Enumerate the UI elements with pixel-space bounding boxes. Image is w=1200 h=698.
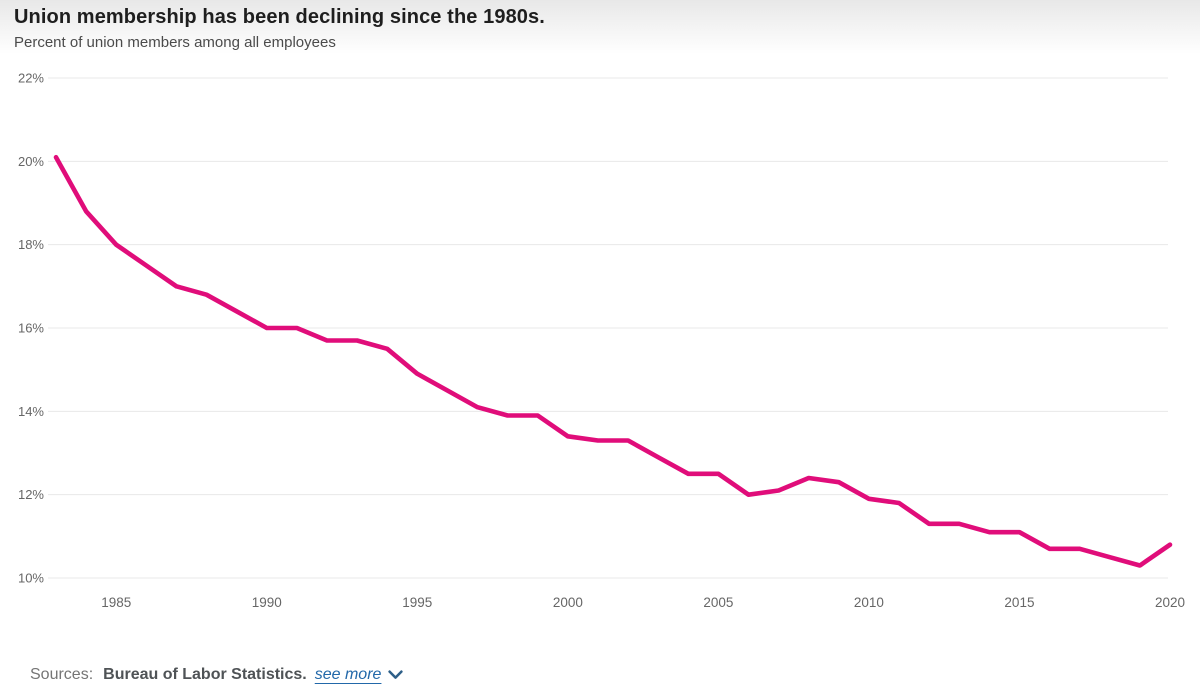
- x-axis-tick-label: 1990: [252, 595, 282, 610]
- chart-header: Union membership has been declining sinc…: [14, 6, 545, 51]
- x-axis-tick-label: 2015: [1004, 595, 1034, 610]
- see-more-label: see more: [314, 666, 382, 683]
- x-axis-tick-label: 2005: [703, 595, 733, 610]
- y-axis-tick-label: 20%: [18, 154, 44, 169]
- y-axis-tick-label: 14%: [18, 404, 44, 419]
- x-axis-tick-label: 1985: [101, 595, 131, 610]
- source-name: Bureau of Labor Statistics.: [103, 666, 307, 683]
- chart-subtitle: Percent of union members among all emplo…: [14, 34, 336, 51]
- y-axis-tick-label: 18%: [18, 237, 44, 252]
- x-axis-tick-label: 2000: [553, 595, 583, 610]
- chevron-down-icon: [388, 670, 404, 679]
- union-membership-line-chart: 22% 20% 18% 16% 14% 12% 10% 1985 1990 1995 2000 200…: [18, 71, 1185, 611]
- y-axis-tick-label: 22%: [18, 71, 44, 86]
- x-axis-tick-label: 1995: [402, 595, 432, 610]
- y-axis-tick-label: 12%: [18, 487, 44, 502]
- sources-footer: Sources: Bureau of Labor Statistics. see…: [30, 666, 404, 684]
- membership-trend-line: [53, 154, 1173, 568]
- x-axis-tick-label: 2010: [854, 595, 884, 610]
- x-axis-tick-label: 2020: [1155, 595, 1185, 610]
- y-axis-tick-label: 10%: [18, 571, 44, 586]
- chart-title: Union membership has been declining sinc…: [14, 6, 545, 28]
- y-axis-tick-label: 16%: [18, 321, 44, 336]
- sources-label: Sources:: [30, 666, 94, 683]
- see-more-link[interactable]: see more: [315, 666, 404, 684]
